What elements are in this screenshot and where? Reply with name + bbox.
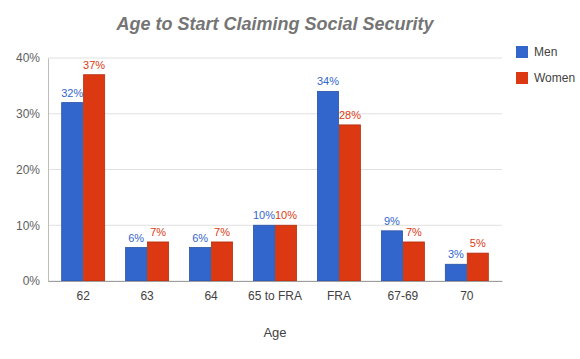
x-tick: 67-69 <box>388 281 419 303</box>
data-label: 5% <box>470 237 486 249</box>
x-tick-label: 67-69 <box>388 289 419 303</box>
bar <box>211 242 232 281</box>
x-tick: 62 <box>76 281 90 303</box>
series <box>84 75 489 281</box>
y-axis-line <box>48 59 49 282</box>
x-tick-label: 62 <box>76 289 90 303</box>
bar <box>126 248 147 281</box>
bar <box>403 242 424 281</box>
data-label: 7% <box>150 226 166 238</box>
y-tick-label: 0% <box>23 274 41 288</box>
y-axis: 0% 10% 20% 30% 40% <box>16 51 49 288</box>
y-tick: 10% <box>16 219 48 233</box>
legend-label: Women <box>534 71 575 85</box>
legend-label: Men <box>534 45 557 59</box>
y-tick: 40% <box>16 51 48 65</box>
bar <box>445 264 466 281</box>
x-tick-label: 64 <box>204 289 218 303</box>
data-label: 7% <box>406 226 422 238</box>
bar <box>275 225 296 281</box>
legend-swatch <box>516 72 528 84</box>
x-tick: 65 to FRA <box>248 281 302 303</box>
chart: Age to Start Claiming Social Security 0% 1… <box>0 0 580 359</box>
y-tick: 0% <box>23 274 48 288</box>
data-label: 32% <box>61 87 83 99</box>
data-label: 10% <box>275 209 297 221</box>
x-tick: 70 <box>460 281 474 303</box>
data-labels: 32% 6% 6% 10% 34% 9% 3% 37% 7% 7% 10% 28% 7% 5% <box>61 59 486 261</box>
x-tick-label: 65 to FRA <box>248 289 302 303</box>
legend: Men Women <box>516 45 575 85</box>
grid-line <box>48 169 502 170</box>
grid-line <box>48 58 502 59</box>
bar <box>467 253 488 281</box>
data-label: 10% <box>253 209 275 221</box>
x-tick-label: 70 <box>460 289 474 303</box>
bar <box>339 125 360 281</box>
grid-line <box>48 113 502 114</box>
y-tick: 20% <box>16 163 48 177</box>
data-label: 9% <box>384 215 400 227</box>
y-tick-label: 10% <box>16 219 40 233</box>
data-label: 34% <box>317 75 339 87</box>
x-tick: 64 <box>204 281 218 303</box>
data-label: 6% <box>128 232 144 244</box>
bar <box>84 75 105 281</box>
x-axis: 62 63 64 65 to FRA FRA 67-69 70 <box>49 281 503 303</box>
legend-swatch <box>516 46 528 58</box>
series <box>62 91 467 281</box>
bar <box>148 242 169 281</box>
bar <box>317 91 338 281</box>
bar <box>253 225 274 281</box>
bar <box>381 231 402 281</box>
x-axis-line <box>49 281 503 282</box>
x-tick: FRA <box>327 281 351 303</box>
plot: 0% 10% 20% 30% 40% 62 63 64 65 to FRA FRA 67-69 70 3… <box>16 51 503 302</box>
data-label: 6% <box>192 232 208 244</box>
data-label: 3% <box>448 248 464 260</box>
bar <box>62 103 83 281</box>
grid <box>48 58 502 281</box>
y-tick-label: 30% <box>16 107 40 121</box>
data-label: 37% <box>83 59 105 71</box>
legend-item: Men <box>516 45 557 59</box>
title: Age to Start Claiming Social Security <box>115 14 434 34</box>
bars <box>62 75 489 281</box>
y-tick: 30% <box>16 107 48 121</box>
legend-item: Women <box>516 71 575 85</box>
x-tick-label: 63 <box>140 289 154 303</box>
grid-line <box>48 281 502 282</box>
x-tick: 63 <box>140 281 154 303</box>
grid-line <box>48 225 502 226</box>
y-tick-label: 20% <box>16 163 40 177</box>
data-label: 28% <box>339 109 361 121</box>
x-tick-label: FRA <box>327 289 351 303</box>
data-label: 7% <box>214 226 230 238</box>
bar <box>190 248 211 281</box>
x-axis-title: Age <box>263 325 286 340</box>
y-tick-label: 40% <box>16 51 40 65</box>
